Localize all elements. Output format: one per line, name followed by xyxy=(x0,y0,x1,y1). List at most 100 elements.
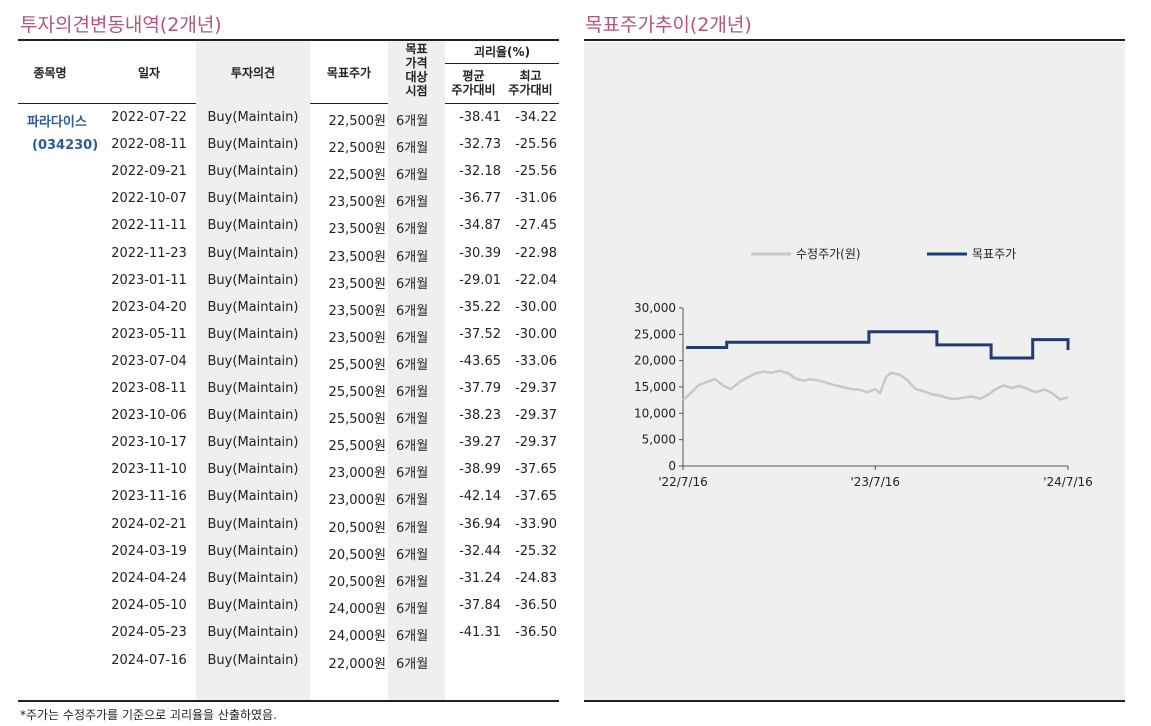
cell-target: 22,500원 xyxy=(328,168,386,184)
cell-target: 23,500원 xyxy=(328,276,386,292)
cell-period: 6개월 xyxy=(396,385,429,400)
header-basis-line: 가격 xyxy=(405,56,428,70)
cell-target: 22,500원 xyxy=(328,141,386,157)
cell-max: -37.65 xyxy=(515,489,557,505)
chart-top-rule xyxy=(584,39,1125,41)
cell-max: -25.56 xyxy=(515,164,557,180)
table-top-rule xyxy=(18,39,559,41)
disparity-rule xyxy=(445,63,559,64)
cell-date: 2024-05-10 xyxy=(111,597,187,613)
cell-date: 2024-07-16 xyxy=(111,653,187,668)
cell-avg: -29.01 xyxy=(459,272,501,288)
cell-period: 6개월 xyxy=(396,601,429,617)
cell-date: 2023-05-11 xyxy=(111,326,187,342)
cell-avg: -37.79 xyxy=(459,381,501,396)
cell-period: 6개월 xyxy=(396,222,429,238)
header-disparity: 괴리율(%) xyxy=(473,45,531,59)
cell-avg: -39.27 xyxy=(459,435,501,451)
cell-max: -34.22 xyxy=(515,110,557,125)
basis-column-shade xyxy=(388,41,445,700)
cell-target: 22,500원 xyxy=(328,114,386,129)
cell-max: -30.00 xyxy=(515,326,557,342)
stock-name: 파라다이스 xyxy=(27,115,87,130)
cell-date: 2023-01-11 xyxy=(111,272,187,288)
cell-avg: -34.87 xyxy=(459,218,501,234)
cell-target: 25,500원 xyxy=(328,439,386,455)
opinion-column-shade xyxy=(196,41,310,700)
cell-max: -25.56 xyxy=(515,137,557,153)
cell-date: 2023-07-04 xyxy=(111,353,187,369)
cell-max: -25.32 xyxy=(515,543,557,559)
cell-max: -36.50 xyxy=(515,597,557,613)
cell-max: -24.83 xyxy=(515,570,557,586)
cell-target: 20,500원 xyxy=(328,520,386,536)
header-max-line: 주가대비 xyxy=(508,83,553,97)
cell-avg: -31.24 xyxy=(459,570,501,586)
header-name: 종목명 xyxy=(33,66,67,80)
cell-target: 23,500원 xyxy=(328,330,386,346)
cell-period: 6개월 xyxy=(396,357,429,373)
header-opinion: 투자의견 xyxy=(230,66,276,80)
cell-avg: -32.18 xyxy=(459,164,501,180)
header-basis-line: 목표 xyxy=(405,42,428,56)
cell-target: 20,500원 xyxy=(328,547,386,563)
cell-opinion: Buy(Maintain) xyxy=(207,191,299,207)
cell-avg: -36.77 xyxy=(459,191,501,207)
cell-opinion: Buy(Maintain) xyxy=(207,516,299,532)
cell-date: 2022-08-11 xyxy=(111,137,187,153)
cell-date: 2024-03-19 xyxy=(111,543,187,559)
header-basis-line: 시점 xyxy=(405,84,428,98)
cell-target: 23,500원 xyxy=(328,303,386,319)
cell-date: 2023-04-20 xyxy=(111,299,187,315)
right-section-title: 목표주가추이(2개년) xyxy=(585,14,752,36)
cell-date: 2022-11-11 xyxy=(111,218,187,234)
cell-max: -29.37 xyxy=(515,435,557,451)
cell-opinion: Buy(Maintain) xyxy=(207,326,299,342)
cell-opinion: Buy(Maintain) xyxy=(207,164,299,180)
cell-opinion: Buy(Maintain) xyxy=(207,353,299,369)
cell-max: -29.37 xyxy=(515,408,557,424)
cell-opinion: Buy(Maintain) xyxy=(207,624,299,640)
stock-code: (034230) xyxy=(32,138,99,153)
cell-avg: -30.39 xyxy=(459,245,501,261)
cell-period: 6개월 xyxy=(396,493,429,509)
cell-date: 2024-02-21 xyxy=(111,516,187,532)
cell-opinion: Buy(Maintain) xyxy=(207,137,299,153)
cell-opinion: Buy(Maintain) xyxy=(207,597,299,613)
cell-target: 24,000원 xyxy=(328,601,386,617)
cell-period: 6개월 xyxy=(396,195,429,211)
header-max: 최고 주가대비 xyxy=(502,69,559,97)
footnote: *주가는 수정주가를 기준으로 괴리율을 산출하였음. xyxy=(20,708,277,722)
cell-avg: -36.94 xyxy=(459,516,501,532)
cell-period: 6개월 xyxy=(396,276,429,292)
cell-period: 6개월 xyxy=(396,466,429,482)
table-bottom-rule xyxy=(18,700,559,702)
cell-date: 2023-10-06 xyxy=(111,408,187,424)
cell-target: 25,500원 xyxy=(328,412,386,428)
cell-date: 2022-11-23 xyxy=(111,245,187,261)
cell-avg: -41.31 xyxy=(459,624,501,640)
header-max-line: 최고 xyxy=(519,69,542,83)
cell-opinion: Buy(Maintain) xyxy=(207,462,299,478)
cell-avg: -37.84 xyxy=(459,597,501,613)
cell-max: -33.90 xyxy=(515,516,557,532)
cell-target: 24,000원 xyxy=(328,628,386,644)
cell-period: 6개월 xyxy=(396,249,429,265)
cell-date: 2023-11-16 xyxy=(111,489,187,505)
cell-opinion: Buy(Maintain) xyxy=(207,218,299,234)
cell-target: 25,500원 xyxy=(328,385,386,400)
cell-opinion: Buy(Maintain) xyxy=(207,543,299,559)
cell-period: 6개월 xyxy=(396,141,429,157)
cell-avg: -38.23 xyxy=(459,408,501,424)
cell-max: -22.04 xyxy=(515,272,557,288)
cell-date: 2024-05-23 xyxy=(111,624,187,640)
header-basis-line: 대상 xyxy=(405,70,428,84)
header-basis: 목표 가격 대상 시점 xyxy=(388,42,445,98)
header-target: 목표주가 xyxy=(326,66,372,80)
cell-opinion: Buy(Maintain) xyxy=(207,381,299,396)
cell-max: -29.37 xyxy=(515,381,557,396)
cell-max: -22.98 xyxy=(515,245,557,261)
cell-avg: -43.65 xyxy=(459,353,501,369)
cell-max: -33.06 xyxy=(515,353,557,369)
cell-max: -31.06 xyxy=(515,191,557,207)
